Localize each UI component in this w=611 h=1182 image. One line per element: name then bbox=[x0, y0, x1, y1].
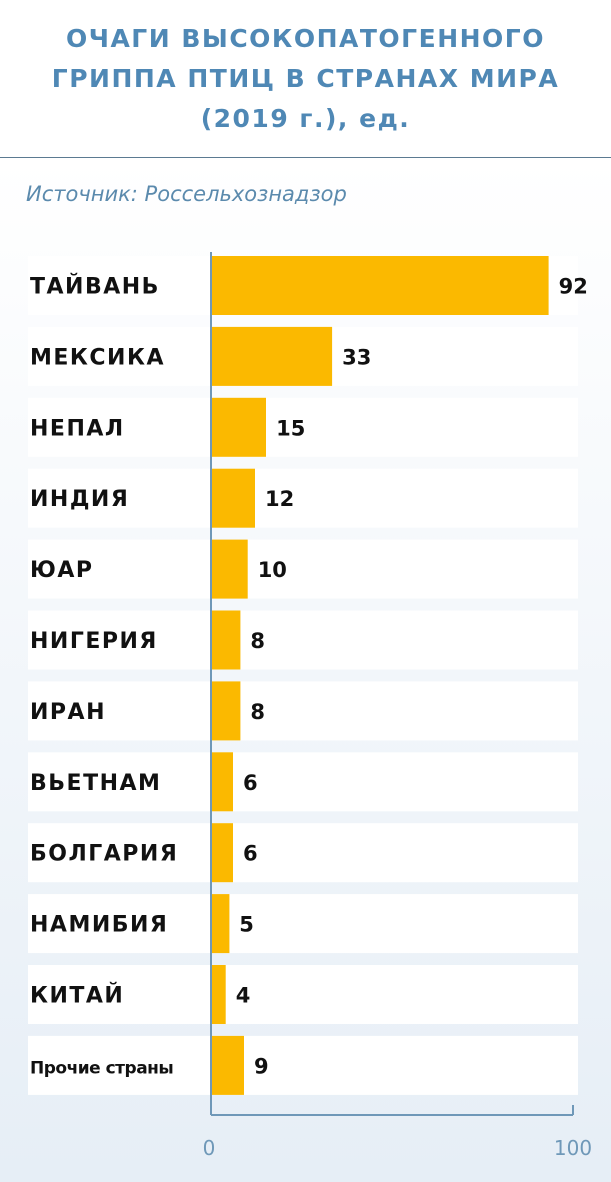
row-background bbox=[28, 539, 578, 599]
category-label: ТАЙВАНЬ bbox=[30, 274, 160, 300]
value-label: 5 bbox=[239, 913, 254, 937]
bar bbox=[211, 326, 333, 386]
value-label: 12 bbox=[265, 487, 294, 511]
row-background bbox=[28, 681, 578, 741]
category-label: БОЛГАРИЯ bbox=[30, 842, 178, 867]
category-label: Прочие страны bbox=[30, 1058, 173, 1078]
value-label: 9 bbox=[254, 1054, 269, 1078]
bar bbox=[211, 1035, 244, 1095]
category-label: КИТАЙ bbox=[30, 983, 124, 1009]
chart-title: ОЧАГИ ВЫСОКОПАТОГЕННОГО ГРИППА ПТИЦ В СТ… bbox=[51, 23, 560, 133]
category-label: НАМИБИЯ bbox=[30, 913, 168, 938]
category-label: ИРАН bbox=[30, 700, 106, 725]
value-label: 6 bbox=[243, 842, 258, 866]
row-background bbox=[28, 397, 578, 457]
row-background bbox=[28, 752, 578, 812]
bar bbox=[211, 468, 255, 528]
bar bbox=[211, 610, 241, 670]
category-label: ЮАР bbox=[30, 558, 93, 583]
row-background bbox=[28, 823, 578, 883]
value-label: 92 bbox=[559, 275, 588, 299]
row-background bbox=[28, 468, 578, 528]
chart-header: ОЧАГИ ВЫСОКОПАТОГЕННОГО ГРИППА ПТИЦ В СТ… bbox=[0, 0, 611, 158]
category-label: ИНДИЯ bbox=[30, 487, 129, 512]
value-label: 4 bbox=[236, 984, 251, 1008]
bar bbox=[211, 752, 233, 812]
value-label: 8 bbox=[250, 700, 265, 724]
category-label: НЕПАЛ bbox=[30, 416, 125, 441]
bar bbox=[211, 965, 226, 1024]
value-label: 15 bbox=[276, 416, 305, 440]
bar bbox=[211, 256, 549, 315]
bar bbox=[211, 681, 241, 741]
bar bbox=[211, 539, 248, 599]
value-label: 10 bbox=[258, 558, 287, 582]
bar bbox=[211, 894, 230, 954]
chart-source: Источник: Россельхознадзор bbox=[26, 182, 347, 206]
value-label: 8 bbox=[250, 629, 265, 653]
category-label: МЕКСИКА bbox=[30, 345, 165, 370]
category-label: НИГЕРИЯ bbox=[30, 629, 158, 654]
row-background bbox=[28, 965, 578, 1024]
row-background bbox=[28, 1035, 578, 1095]
row-background bbox=[28, 610, 578, 670]
value-label: 6 bbox=[243, 771, 258, 795]
bar bbox=[211, 397, 266, 457]
x-tick-label: 100 bbox=[554, 1136, 592, 1160]
row-background bbox=[28, 894, 578, 954]
bar bbox=[211, 823, 233, 883]
category-label: ВЬЕТНАМ bbox=[30, 771, 161, 796]
x-tick-label: 0 bbox=[203, 1136, 216, 1160]
value-label: 33 bbox=[342, 345, 371, 369]
